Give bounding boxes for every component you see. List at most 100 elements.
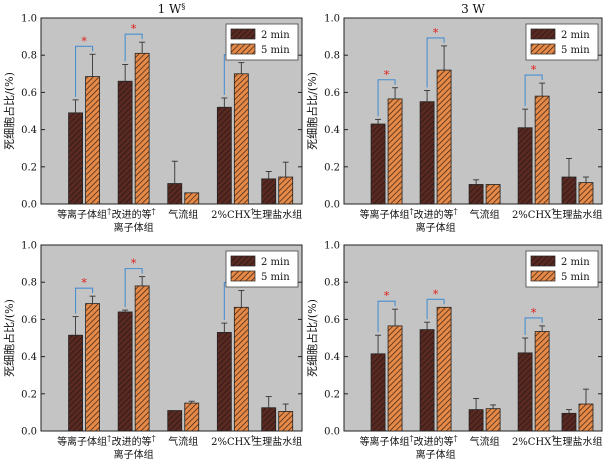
significance-bracket [124, 268, 143, 308]
bar-2min [216, 106, 232, 205]
y-tick-label: 0.4 [324, 125, 340, 136]
y-tick-label: 0.6 [21, 315, 37, 326]
y-tick-label: 0.2 [21, 389, 37, 400]
legend-label: 5 min [561, 45, 590, 56]
legend-label: 2 min [261, 257, 290, 268]
y-tick-label: 0.8 [21, 278, 37, 289]
category-mark: † [454, 207, 458, 216]
significance-bracket [75, 45, 94, 97]
bar-5min [278, 411, 294, 432]
category-label: 2%CHX† [211, 434, 254, 448]
bar-2min [370, 123, 386, 205]
category-label: 改进的等† [414, 434, 458, 448]
category-mark: † [551, 207, 555, 216]
category-label: 气流组 [168, 435, 198, 448]
category-label: 气流组 [470, 435, 500, 448]
legend-label: 5 min [261, 272, 290, 283]
category-label: 2%CHX† [211, 207, 254, 221]
bar-5min [278, 176, 294, 205]
bar-2min [117, 80, 133, 205]
y-tick-label: 0.4 [324, 352, 340, 363]
chart-title: 1 W§ [158, 2, 186, 16]
bar-5min [184, 402, 200, 432]
significance-bracket [524, 317, 543, 335]
category-label: 2%CHX† [512, 207, 555, 221]
legend-swatch-2min [230, 255, 256, 267]
bar-5min [233, 73, 249, 205]
bar-2min [167, 183, 183, 205]
legend-swatch-5min [230, 43, 256, 55]
significance-star: * [531, 64, 537, 77]
significance-bracket [377, 79, 396, 117]
category-label: 改进的等† [414, 207, 458, 221]
bar-2min [419, 329, 435, 432]
bar-5min [485, 408, 501, 432]
y-axis-label: 死细胞占比/(%) [2, 72, 16, 150]
title-mark: § [181, 2, 185, 11]
category-label: 生理盐水组 [252, 208, 302, 221]
y-tick-label: 0.6 [21, 88, 37, 99]
bar-5min [233, 306, 249, 432]
bar-2min [261, 178, 277, 205]
bar-5min [387, 325, 403, 432]
bar-5min [485, 184, 501, 205]
bar-2min [167, 410, 183, 432]
y-tick-label: 0.4 [21, 125, 37, 136]
significance-star: * [384, 68, 390, 81]
legend-swatch-2min [530, 255, 556, 267]
bar-5min [134, 285, 150, 432]
bar-2min [468, 409, 484, 432]
y-axis-label: 死细胞占比/(%) [2, 299, 16, 377]
y-tick-label: 0.6 [324, 88, 340, 99]
y-tick-label: 1.0 [324, 14, 340, 25]
significance-bracket [524, 74, 543, 107]
category-label: 等离子体组† [57, 434, 111, 448]
significance-star: * [131, 23, 137, 36]
significance-star: * [531, 306, 537, 319]
bar-5min [578, 182, 594, 205]
category-label: 生理盐水组 [552, 208, 602, 221]
y-axis-label: 死细胞占比/(%) [305, 72, 319, 150]
category-label: 等离子体组† [360, 207, 414, 221]
bar-2min [419, 101, 435, 205]
y-tick-label: 0.6 [324, 315, 340, 326]
category-mark: † [152, 207, 156, 216]
bar-2min [68, 112, 83, 205]
legend-swatch-5min [230, 270, 256, 282]
legend-label: 5 min [561, 272, 590, 283]
bar-2min [517, 127, 533, 205]
significance-bracket [377, 300, 396, 333]
category-mark: † [251, 434, 255, 443]
bar-5min [184, 192, 200, 205]
legend-swatch-2min [530, 28, 556, 40]
category-mark: † [454, 434, 458, 443]
y-tick-label: 0.8 [324, 278, 340, 289]
y-tick-label: 0.8 [324, 51, 340, 62]
bar-5min [134, 52, 150, 205]
legend-swatch-2min [230, 28, 256, 40]
y-tick-label: 0.8 [21, 51, 37, 62]
category-mark: † [107, 434, 111, 443]
bar-2min [216, 332, 232, 432]
significance-star: * [433, 288, 439, 301]
significance-star: * [81, 277, 87, 290]
y-tick-label: 0.0 [324, 200, 340, 211]
category-mark: † [152, 434, 156, 443]
bar-5min [534, 95, 550, 205]
bar-5min [578, 403, 594, 432]
category-label: 离子体组 [114, 448, 154, 461]
legend-label: 5 min [261, 45, 290, 56]
legend-label: 2 min [261, 30, 290, 41]
category-label: 改进的等† [112, 207, 156, 221]
significance-bracket [426, 298, 445, 320]
category-label: 改进的等† [112, 434, 156, 448]
chart-title: 3 W [461, 2, 485, 16]
bar-2min [561, 412, 577, 432]
category-label: 2%CHX† [512, 434, 555, 448]
y-tick-label: 0.0 [324, 427, 340, 438]
significance-bracket [75, 287, 94, 314]
y-tick-label: 1.0 [21, 14, 37, 25]
y-tick-label: 1.0 [21, 241, 37, 252]
